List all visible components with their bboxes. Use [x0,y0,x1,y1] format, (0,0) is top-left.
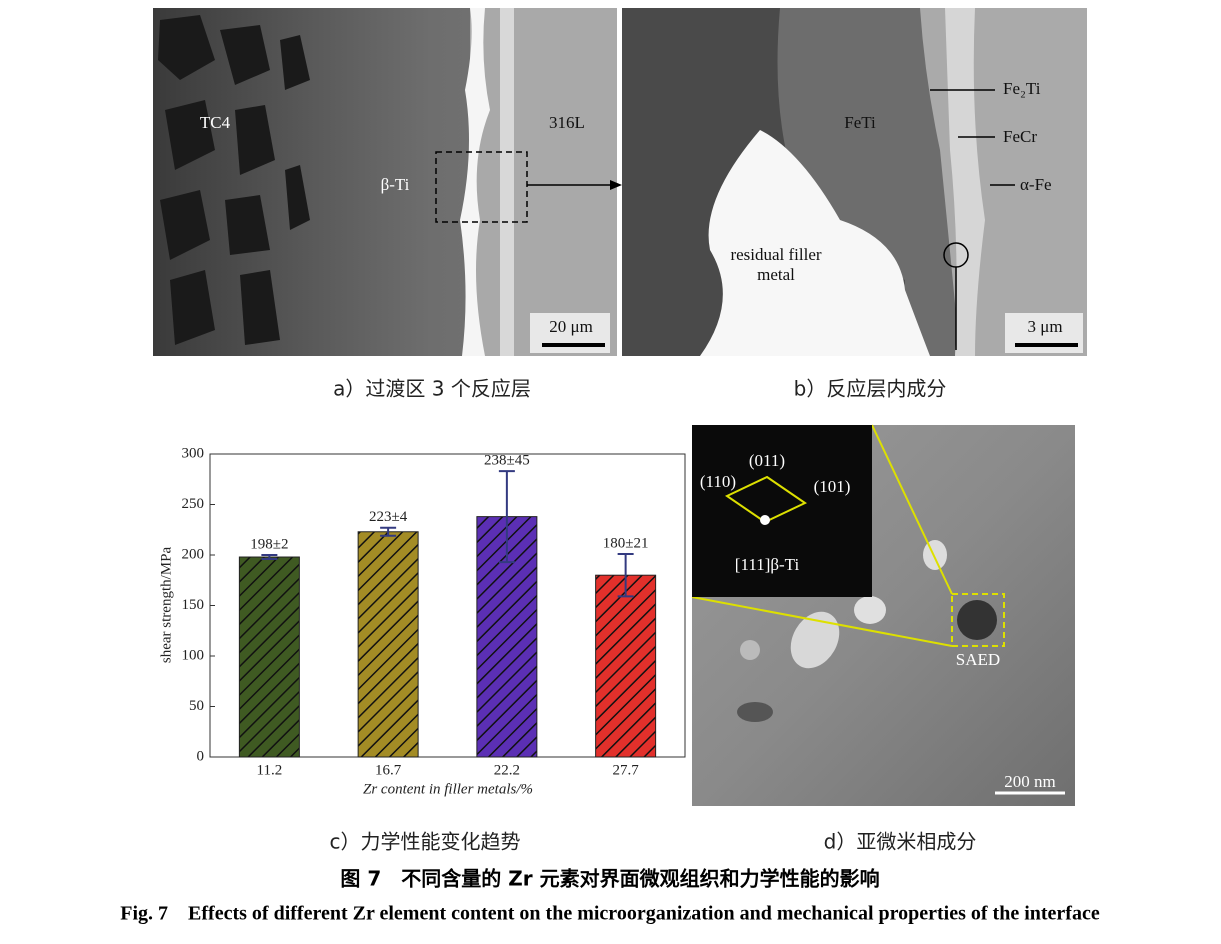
label: TC4 [200,113,231,132]
value-label: 238±45 [484,453,530,469]
y-axis-label: shear strength/MPa [158,547,174,664]
y-tick-label: 100 [182,647,205,663]
caption: b）反应层内成分 [794,377,947,401]
micrograph-b: FeTi residual filler metal Fe₂Ti FeCr α-… [622,8,1087,356]
label: 316L [549,113,585,132]
value-label: 180±21 [603,535,649,551]
bar-chart: Zr content in filler metals/% shear stre… [158,445,686,797]
y-tick-label: 200 [182,546,205,562]
label: (101) [814,477,851,496]
x-tick-label: 11.2 [257,762,283,778]
label: residual filler [730,245,821,264]
y-tick-label: 150 [182,597,205,613]
label: [111]β-Ti [735,555,800,574]
scale-bar-label: 3 μm [1027,317,1062,336]
label: SAED [956,650,1000,669]
value-label: 223±4 [369,509,408,525]
label: FeTi [844,113,876,132]
x-tick-label: 27.7 [613,762,640,778]
bar [357,531,419,758]
x-tick-label: 16.7 [375,762,402,778]
label: metal [757,265,795,284]
y-tick-label: 300 [182,445,205,461]
figure-title: 图 7 不同含量的 Zr 元素对界面微观组织和力学性能的影响 [340,867,879,891]
x-axis-label: Zr content in filler metals/% [363,781,533,797]
bar [238,556,300,758]
bar [595,574,657,758]
label: α-Fe [1020,175,1052,194]
scale-bar-label: 20 μm [549,317,593,336]
label: (011) [749,451,785,470]
value-label: 198±2 [250,536,288,552]
caption: d）亚微米相成分 [824,830,977,854]
label: Fe₂Ti [1003,79,1041,98]
y-tick-label: 0 [197,748,205,764]
y-tick-label: 250 [182,496,205,512]
label: β-Ti [381,175,410,194]
x-tick-label: 22.2 [494,762,520,778]
y-tick-label: 50 [189,698,204,714]
micrograph-d: (011) (110) (101) [111]β-Ti SAED 200 nm [691,424,1075,806]
caption: c）力学性能变化趋势 [330,830,521,854]
caption: a）过渡区 3 个反应层 [333,377,531,401]
figure-title-en: Fig. 7 Effects of different Zr element c… [120,903,1100,925]
micrograph-a: TC4 β-Ti 316L 20 μm [153,8,622,356]
label: FeCr [1003,127,1037,146]
label: (110) [700,472,736,491]
scale-bar-label: 200 nm [1004,772,1055,791]
